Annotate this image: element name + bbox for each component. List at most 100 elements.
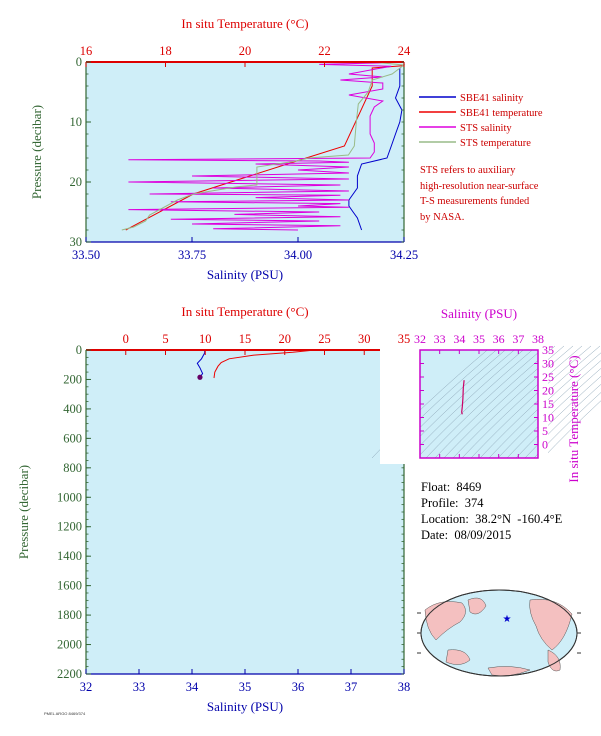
x-axis-title-top: In situ Temperature (°C) [181, 16, 308, 31]
x-tick-label: 35 [398, 332, 411, 346]
y-tick-label: 1400 [57, 549, 82, 563]
map-landmass [424, 601, 466, 641]
location: Location: 38.2°N -160.4°E [421, 512, 563, 526]
y-tick-label: 400 [63, 402, 82, 416]
ts-y-tick-label: 30 [542, 357, 554, 371]
x-tick-label: 24 [398, 44, 411, 58]
ts-y-tick-label: 10 [542, 411, 554, 425]
legend: SBE41 salinity SBE41 temperature STS salin… [419, 93, 543, 149]
sts-note: STS refers to auxiliary high-resolution … [420, 163, 538, 225]
ts-mask-left [380, 344, 420, 464]
isopycnal-contour [479, 345, 601, 459]
isopycnal-contour [542, 400, 601, 459]
legend-label: STS temperature [460, 138, 531, 149]
ts-x-tick-label: 37 [512, 332, 524, 346]
y-tick-label: 30 [70, 235, 83, 249]
ts-x-tick-label: 38 [532, 332, 544, 346]
ts-curve [461, 380, 465, 415]
note-line: by NASA. [420, 211, 465, 223]
ts-background [420, 350, 538, 458]
x-tick-label: 20 [239, 44, 252, 58]
isopycnal-contour [416, 345, 538, 459]
float-id: Float: 8469 [421, 480, 482, 494]
y-tick-label: 2200 [57, 667, 82, 681]
map-landmass [529, 599, 573, 651]
float-location-marker: ★ [503, 614, 512, 625]
legend-label: SBE41 temperature [460, 108, 543, 119]
ts-y-tick-label: 20 [542, 384, 554, 398]
y-tick-label: 600 [63, 431, 82, 445]
ts-y-tick-label: 25 [542, 370, 554, 384]
ts-y-tick-label: 15 [542, 397, 554, 411]
isopycnal-contour [506, 367, 601, 459]
y-tick-label: 20 [70, 175, 83, 189]
x-axis-title-bottom: Salinity (PSU) [207, 699, 283, 714]
isopycnal-contour [452, 345, 574, 459]
y-tick-label: 200 [63, 372, 82, 386]
y-tick-label: 1600 [57, 579, 82, 593]
plot-background [86, 350, 404, 674]
isopycnal-contour [443, 345, 565, 459]
y-tick-label: 0 [76, 343, 82, 357]
x-tick-label: 37 [345, 680, 358, 694]
ts-y-tick-label: 35 [542, 343, 554, 357]
x-axis-title-bottom: Salinity (PSU) [207, 267, 283, 282]
note-line: T-S measurements funded [420, 196, 530, 207]
x-tick-label: 30 [358, 332, 371, 346]
y-tick-label: 1000 [57, 490, 82, 504]
full-profile-chart: 32 33 34 35 36 37 38 0 5 10 15 20 25 30 35 0 200 400 600 80… [16, 304, 410, 714]
x-tick-label: 0 [123, 332, 129, 346]
ts-x-tick-label: 36 [493, 332, 505, 346]
x-tick-label: 5 [162, 332, 168, 346]
legend-label: STS salinity [460, 123, 512, 134]
x-tick-label: 18 [159, 44, 172, 58]
x-tick-label: 10 [199, 332, 212, 346]
x-tick-label: 36 [292, 680, 305, 694]
y-tick-label: 2000 [57, 638, 82, 652]
ts-mask-top [418, 344, 540, 350]
ts-x-tick-label: 35 [473, 332, 485, 346]
map-landmass [445, 649, 471, 665]
x-tick-label: 16 [80, 44, 93, 58]
series-line-sts_salinity [128, 61, 392, 231]
x-tick-label: 20 [279, 332, 292, 346]
y-tick-label: 10 [70, 115, 83, 129]
ts-x-tick-label: 33 [434, 332, 446, 346]
top-profile-chart: 33.50 33.75 34.00 34.25 16 18 20 22 24 0 10 20 30 Sal… [29, 16, 418, 282]
profile-number: Profile: 374 [421, 496, 484, 510]
x-tick-label: 22 [318, 44, 331, 58]
y-tick-label: 1200 [57, 520, 82, 534]
isopycnal-contour [524, 383, 601, 459]
x-axis-title-top: In situ Temperature (°C) [181, 304, 308, 319]
x-tick-label: 38 [398, 680, 411, 694]
x-tick-label: 32 [80, 680, 93, 694]
ts-y-axis-title: In situ Temperature (°C) [566, 355, 581, 482]
x-tick-label: 33.75 [178, 248, 206, 262]
note-line: STS refers to auxiliary [420, 165, 516, 176]
plot-background [86, 62, 404, 242]
y-tick-label: 0 [76, 55, 82, 69]
legend-label: SBE41 salinity [460, 93, 524, 104]
world-map: ★ [417, 589, 581, 677]
x-tick-label: 15 [239, 332, 252, 346]
ts-x-axis-title: Salinity (PSU) [441, 306, 517, 321]
series-line-temperature [213, 349, 316, 379]
isopycnal-contour [425, 345, 547, 459]
ts-mask-right [538, 344, 548, 464]
map-landmass [467, 597, 487, 615]
y-tick-label: 800 [63, 461, 82, 475]
x-tick-label: 25 [318, 332, 331, 346]
bottom-marker [197, 374, 203, 380]
x-tick-label: 33 [133, 680, 146, 694]
isopycnal-contour [470, 345, 592, 459]
isopycnal-contour [461, 345, 583, 459]
ts-y-tick-label: 0 [542, 438, 548, 452]
x-tick-label: 34 [186, 680, 199, 694]
series-line-salinity [196, 350, 206, 378]
ts-x-tick-label: 32 [414, 332, 426, 346]
note-line: high-resolution near-surface [420, 180, 539, 192]
profile-date: Date: 08/09/2015 [421, 528, 512, 542]
x-tick-label: 34.25 [390, 248, 418, 262]
